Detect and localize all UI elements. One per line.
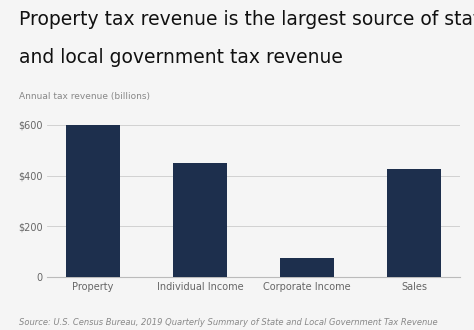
Bar <box>66 125 120 277</box>
Text: Source: U.S. Census Bureau, 2019 Quarterly Summary of State and Local Government: Source: U.S. Census Bureau, 2019 Quarter… <box>19 318 438 327</box>
Text: Property tax revenue is the largest source of state: Property tax revenue is the largest sour… <box>19 10 474 29</box>
Bar <box>387 169 441 277</box>
Bar <box>280 258 334 277</box>
Bar <box>173 163 227 277</box>
Text: and local government tax revenue: and local government tax revenue <box>19 48 343 67</box>
Text: Annual tax revenue (billions): Annual tax revenue (billions) <box>19 92 150 101</box>
